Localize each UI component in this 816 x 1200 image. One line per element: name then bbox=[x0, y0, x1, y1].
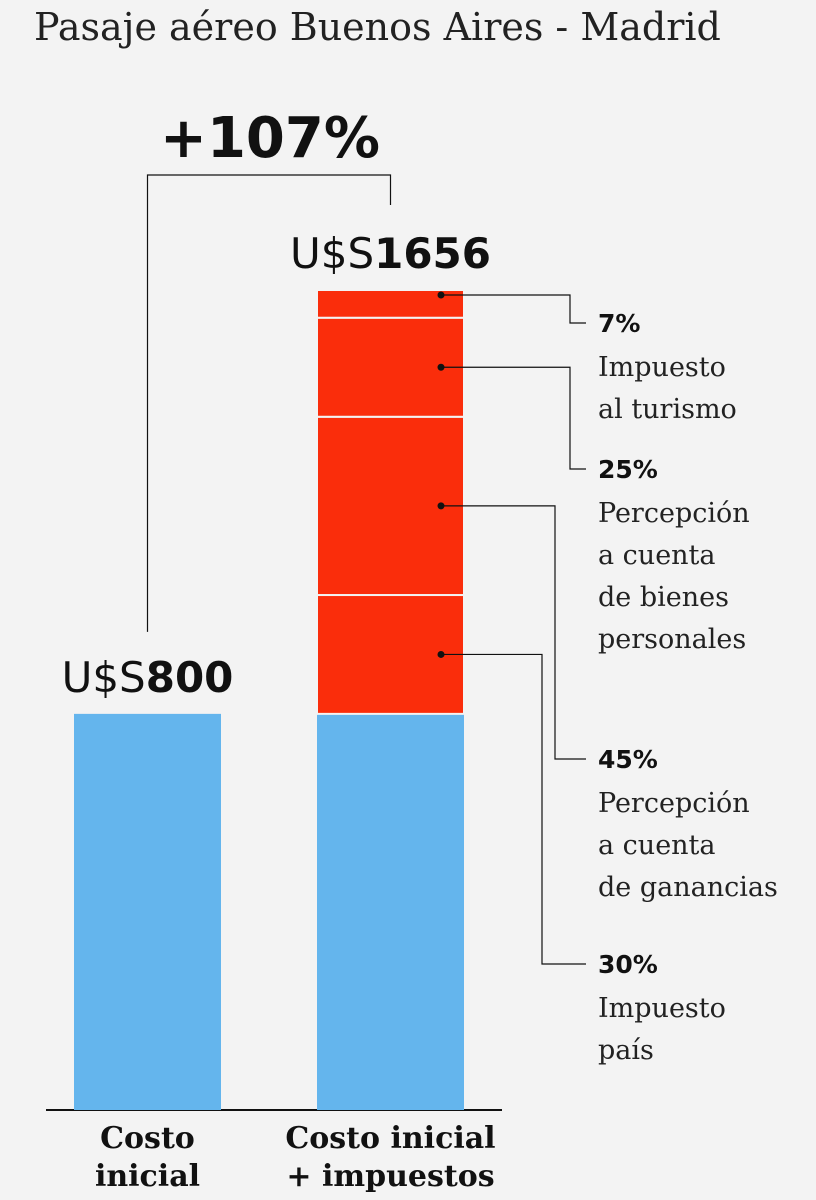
category-label: Costo bbox=[100, 1121, 195, 1156]
callout-percent: 7% bbox=[598, 309, 640, 338]
category-label: Costo inicial bbox=[285, 1121, 495, 1156]
callout-label: Percepción bbox=[598, 788, 750, 819]
callout-label: Impuesto bbox=[598, 993, 726, 1024]
callout-label: de bienes bbox=[598, 582, 729, 613]
bar-segment bbox=[74, 713, 221, 1110]
bar-total-label: U$S800 bbox=[62, 653, 234, 702]
callout-percent: 25% bbox=[598, 455, 658, 484]
callout-leader bbox=[441, 653, 586, 965]
bar-total-label: U$S1656 bbox=[290, 229, 491, 278]
category-label: + impuestos bbox=[286, 1159, 494, 1194]
callout-leader bbox=[441, 366, 586, 470]
callout-label: de ganancias bbox=[598, 872, 778, 903]
callout-label: a cuenta bbox=[598, 540, 716, 571]
callout-label: a cuenta bbox=[598, 830, 716, 861]
bar-segment bbox=[317, 713, 464, 1110]
callout-label: Impuesto bbox=[598, 352, 726, 383]
callout-label: al turismo bbox=[598, 394, 737, 425]
callout-leader bbox=[441, 505, 586, 760]
callout-percent: 45% bbox=[598, 745, 658, 774]
chart-title: Pasaje aéreo Buenos Aires - Madrid bbox=[34, 5, 721, 49]
increase-bracket bbox=[146, 174, 392, 632]
callout-label: personales bbox=[598, 624, 746, 655]
category-label: inicial bbox=[95, 1159, 200, 1194]
increase-annotation: +107% bbox=[160, 106, 380, 171]
callout-leader bbox=[441, 294, 586, 324]
callout-label: Percepción bbox=[598, 498, 750, 529]
callout-percent: 30% bbox=[598, 950, 658, 979]
callout-label: país bbox=[598, 1035, 654, 1066]
